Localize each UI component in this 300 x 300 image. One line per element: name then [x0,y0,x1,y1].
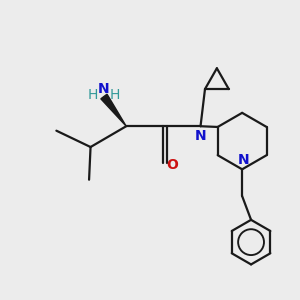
Text: N: N [238,153,249,167]
Text: N: N [195,129,206,143]
Text: N: N [98,82,110,96]
Text: H: H [87,88,98,102]
Text: O: O [167,158,178,172]
Text: H: H [110,88,120,102]
Polygon shape [101,94,126,126]
